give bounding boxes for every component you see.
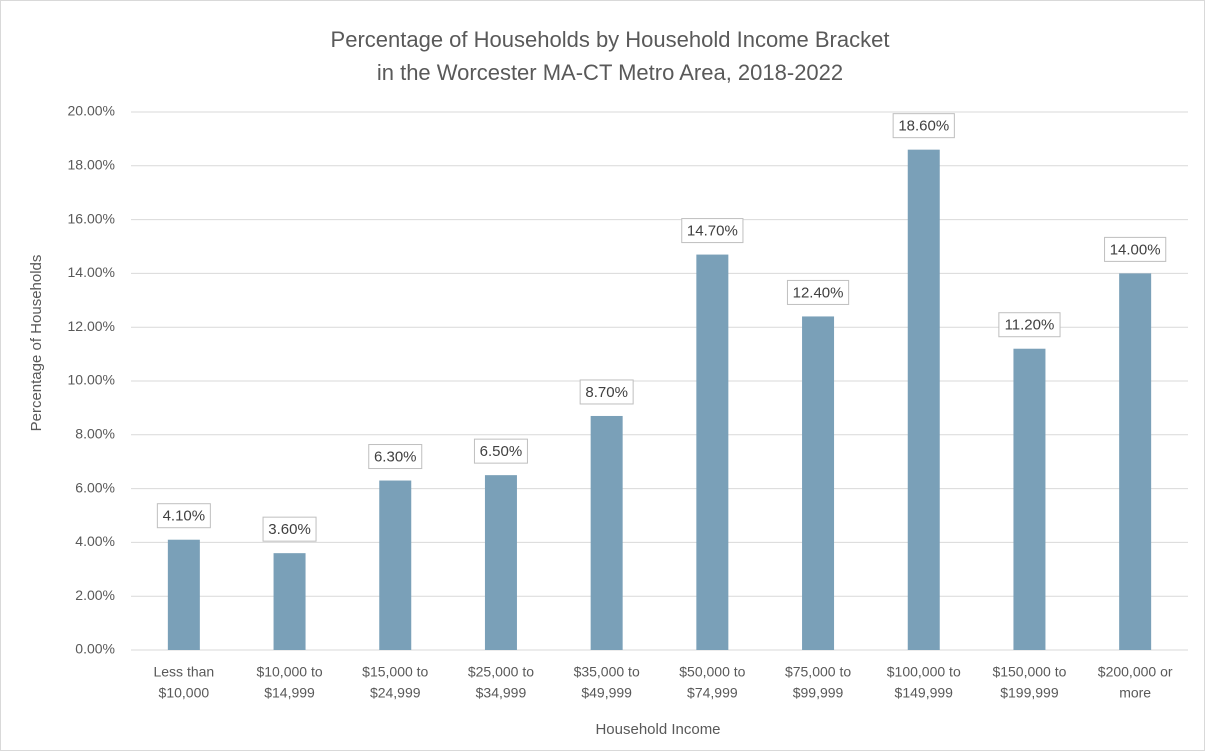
bar (273, 553, 306, 650)
bar (484, 475, 517, 650)
x-tick-label: $49,999 (581, 685, 632, 701)
y-tick-label: 4.00% (75, 533, 115, 549)
x-axis-label: Household Income (595, 721, 720, 738)
x-tick-label: $149,999 (895, 685, 954, 701)
data-label: 6.50% (480, 443, 523, 460)
x-tick-label: more (1119, 685, 1151, 701)
bar (379, 480, 412, 650)
y-tick-label: 16.00% (68, 210, 115, 226)
x-tick-label: $150,000 to (992, 664, 1066, 680)
data-label: 18.60% (898, 118, 949, 135)
y-tick-label: 14.00% (68, 264, 115, 280)
data-label-box (892, 113, 955, 139)
data-label-box (368, 444, 423, 470)
data-label: 6.30% (374, 448, 417, 465)
bar (1013, 348, 1046, 650)
x-tick-label: $74,999 (687, 685, 738, 701)
x-tick-label: $199,999 (1000, 685, 1059, 701)
x-tick-label: Less than (153, 664, 214, 680)
data-label: 11.20% (1005, 317, 1055, 334)
data-label-box (473, 438, 528, 464)
y-tick-label: 2.00% (75, 587, 115, 603)
bar (696, 254, 729, 650)
y-tick-label: 10.00% (68, 372, 115, 388)
data-label-box (156, 503, 211, 529)
y-tick-label: 20.00% (68, 103, 115, 119)
bar (1119, 273, 1152, 650)
data-label-box (786, 279, 850, 305)
x-tick-label: $200,000 or (1098, 664, 1173, 680)
x-tick-label: $10,000 to (256, 664, 322, 680)
data-label: 3.60% (268, 521, 311, 538)
data-label: 14.70% (687, 223, 738, 240)
bar (907, 149, 940, 650)
data-label: 8.70% (585, 384, 628, 401)
x-tick-label: $75,000 to (785, 664, 851, 680)
data-label-box (262, 516, 317, 542)
data-label-box (1104, 236, 1167, 262)
x-tick-label: $14,999 (264, 685, 315, 701)
chart-title: in the Worcester MA-CT Metro Area, 2018-… (377, 60, 843, 85)
x-tick-label: $15,000 to (362, 664, 428, 680)
x-tick-label: $35,000 to (574, 664, 640, 680)
x-tick-label: $25,000 to (468, 664, 534, 680)
data-label-box (579, 379, 634, 405)
y-tick-label: 6.00% (75, 479, 115, 495)
x-tick-label: $100,000 to (887, 664, 961, 680)
y-tick-label: 18.00% (68, 157, 115, 173)
y-tick-label: 8.00% (75, 426, 115, 442)
x-tick-label: $50,000 to (679, 664, 745, 680)
x-tick-label: $10,000 (159, 685, 210, 701)
data-label: 4.10% (163, 508, 206, 525)
chart-title: Percentage of Households by Household In… (331, 27, 890, 52)
data-label-box (998, 312, 1061, 338)
x-tick-label: $24,999 (370, 685, 421, 701)
y-tick-label: 12.00% (68, 318, 115, 334)
x-tick-label: $99,999 (793, 685, 844, 701)
bar (802, 316, 835, 650)
y-axis-label: Percentage of Households (28, 255, 45, 432)
data-label: 14.00% (1110, 241, 1161, 258)
data-label-box (681, 218, 744, 244)
data-label: 12.40% (793, 284, 844, 301)
bar (590, 415, 623, 650)
bar (167, 539, 200, 650)
x-tick-label: $34,999 (476, 685, 527, 701)
y-tick-label: 0.00% (75, 641, 115, 657)
